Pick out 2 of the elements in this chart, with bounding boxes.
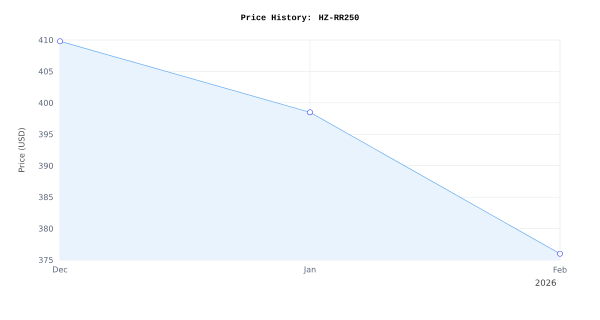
- text: 2026: [536, 279, 556, 286]
- chart-title: Price History: HZ-RR250: [241, 14, 359, 22]
